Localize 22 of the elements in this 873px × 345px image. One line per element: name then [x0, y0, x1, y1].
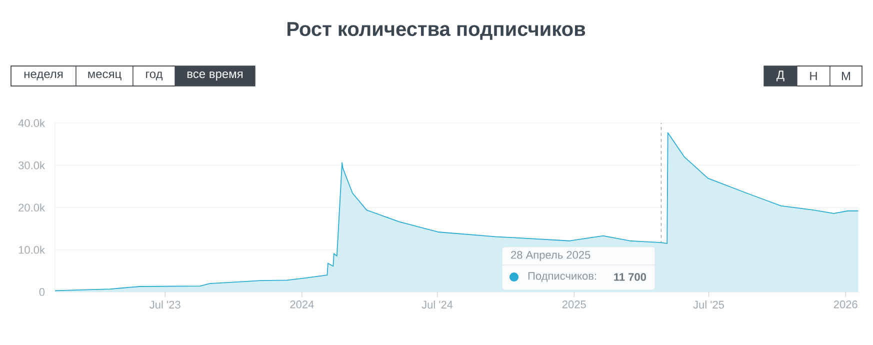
annotation: 11 700	[614, 273, 646, 281]
text: месяц	[88, 72, 122, 80]
y-tick-label: 0	[39, 288, 45, 296]
x-tick-label: 2025	[562, 300, 586, 308]
y-tick-label: 20.0k	[18, 203, 45, 212]
x-tick-label: Jul '25	[693, 300, 724, 309]
x-tick-label: Jul '23	[150, 300, 180, 309]
x-tick-label: 2026	[834, 300, 858, 308]
y-tick-label: 10.0k	[18, 246, 45, 254]
y-tick-label: 30.0k	[18, 161, 45, 170]
text: неделя	[24, 72, 63, 80]
text: Д	[776, 70, 784, 82]
x-tick-label: 2024	[290, 300, 314, 308]
text: год	[146, 72, 163, 80]
chart-title: Рост количества подписчиков	[287, 22, 586, 40]
annotation: 28 Апрель 2025	[511, 251, 590, 261]
text: все время	[187, 72, 243, 80]
x-tick-label: Jul '24	[422, 300, 453, 309]
text: М	[842, 72, 850, 80]
text: Н	[810, 72, 817, 80]
legend-label: Подписчиков:	[528, 272, 596, 282]
y-tick-label: 40.0k	[18, 118, 45, 128]
